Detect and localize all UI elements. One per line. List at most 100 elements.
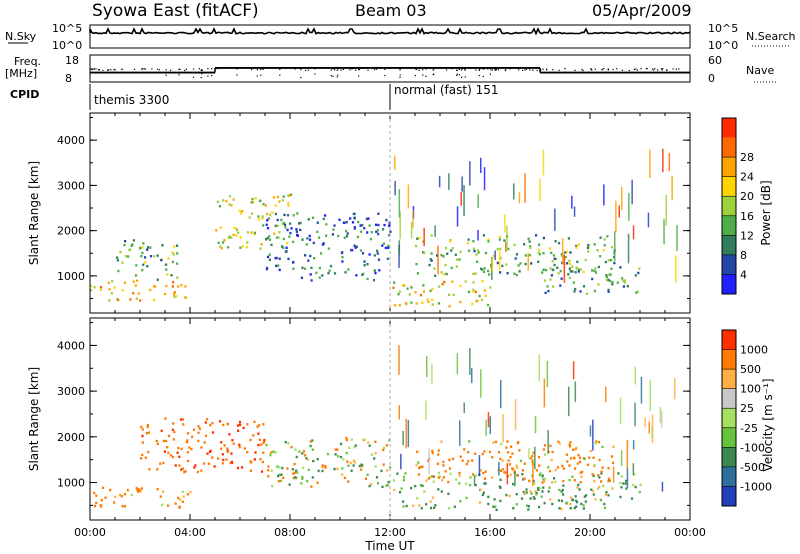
cell <box>625 487 628 490</box>
cell <box>374 465 377 468</box>
streak <box>399 211 401 240</box>
cell <box>374 271 377 275</box>
cell <box>100 499 103 502</box>
cell <box>94 504 97 508</box>
cell <box>194 464 197 467</box>
cell <box>219 226 222 229</box>
cell <box>560 252 563 256</box>
cell <box>165 268 168 271</box>
nave-dot <box>524 69 526 71</box>
cell <box>474 452 477 455</box>
cell <box>571 475 574 478</box>
xtick-label-3: 12:00 <box>374 526 406 539</box>
cell <box>590 488 593 491</box>
cell <box>562 484 565 487</box>
cell <box>529 246 532 249</box>
cell <box>585 292 589 295</box>
cell <box>219 245 222 248</box>
nave-dot-low <box>332 75 334 77</box>
nave-dot <box>342 68 344 71</box>
nave-dot <box>581 68 583 71</box>
cell <box>582 504 585 507</box>
cell <box>246 423 249 426</box>
nave-dot <box>337 68 339 70</box>
nave-dot <box>384 68 386 70</box>
cell <box>156 468 159 471</box>
streak <box>647 212 650 228</box>
cell <box>321 274 324 277</box>
cell <box>250 201 253 204</box>
cell <box>578 488 581 491</box>
cell <box>265 238 268 241</box>
cell <box>182 423 185 426</box>
cell <box>557 440 560 443</box>
cell <box>181 490 184 493</box>
cell <box>377 258 381 261</box>
cell <box>313 257 316 260</box>
cpid-mode1: themis 3300 <box>94 93 169 107</box>
cell <box>561 488 564 492</box>
cell <box>322 217 325 221</box>
nave-dot <box>98 69 100 71</box>
nave-dot <box>399 68 401 70</box>
nave-dot-low <box>384 75 386 77</box>
cell <box>93 491 96 495</box>
nave-dot <box>542 68 544 70</box>
streak <box>483 167 486 191</box>
cell <box>450 266 453 270</box>
cell <box>352 464 355 467</box>
cell <box>553 477 556 480</box>
cell <box>593 269 596 273</box>
cell <box>606 235 609 238</box>
streak <box>398 345 400 375</box>
cell <box>350 469 353 472</box>
cell <box>553 257 556 260</box>
cell <box>226 450 230 454</box>
cell <box>604 260 607 264</box>
cell <box>307 218 310 221</box>
cell <box>535 493 538 496</box>
cell <box>447 480 450 484</box>
cell <box>437 476 440 479</box>
cell <box>385 218 388 222</box>
streak <box>542 149 545 176</box>
cell <box>423 251 426 255</box>
nave-tick-top: 60 <box>708 54 722 67</box>
cell <box>607 494 610 497</box>
cell <box>345 229 348 233</box>
cell <box>469 476 472 479</box>
cell <box>516 474 519 477</box>
cell <box>220 247 223 250</box>
cell <box>265 223 268 226</box>
cell <box>141 268 144 272</box>
cell <box>530 492 533 495</box>
cell <box>376 249 379 253</box>
cell <box>277 474 280 478</box>
cell <box>286 228 289 232</box>
cell <box>316 221 319 224</box>
cell <box>229 461 232 465</box>
nave-dot-low <box>207 75 209 77</box>
cell <box>478 501 481 504</box>
cell <box>366 473 369 477</box>
cell <box>300 482 303 485</box>
cell <box>560 499 564 503</box>
cell <box>509 473 512 476</box>
cell <box>172 281 175 284</box>
cell <box>532 496 535 499</box>
nave-dot <box>628 69 630 72</box>
cell <box>269 453 272 457</box>
cell <box>349 217 352 220</box>
nave-dot <box>216 68 219 70</box>
cell <box>519 459 522 463</box>
streak <box>448 173 450 190</box>
cell <box>288 222 292 225</box>
cell <box>467 290 470 294</box>
colorbar-frame-0 <box>721 117 737 295</box>
cell <box>321 466 324 469</box>
cell <box>612 445 615 448</box>
cell <box>278 257 281 260</box>
nave-dot <box>184 69 186 72</box>
cell <box>171 260 174 264</box>
